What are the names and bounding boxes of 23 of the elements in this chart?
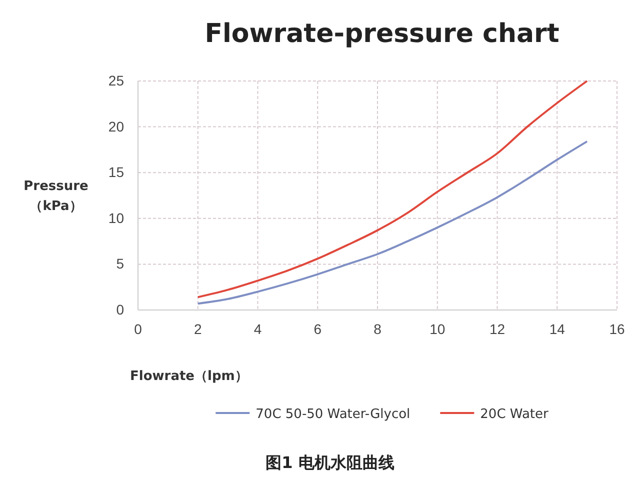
line-series (196, 140, 588, 305)
legend-label: 70C 50-50 Water-Glycol (256, 407, 410, 422)
y-tick-label: 25 (108, 72, 124, 88)
x-tick-label: 14 (549, 320, 566, 337)
line-series (196, 80, 588, 298)
legend-label: 20C Water (480, 407, 549, 422)
x-tick-label: 16 (609, 320, 625, 337)
y-tick-label: 10 (108, 210, 124, 226)
y-tick-label: 0 (116, 301, 124, 318)
x-tick-label: 2 (194, 320, 202, 337)
caption: 图1 电机水阻曲线 (266, 453, 394, 472)
x-tick-label: 6 (314, 320, 322, 337)
x-tick-label: 0 (134, 320, 142, 337)
x-tick-label: 4 (254, 320, 262, 337)
y-tick-label: 20 (108, 118, 124, 134)
x-tick-label: 8 (374, 320, 382, 337)
y-axis-title: Pressure （kPa） (24, 179, 89, 214)
chart-title: Flowrate-pressure chart (204, 19, 560, 49)
x-tick-label: 12 (489, 320, 506, 337)
x-tick-label: 10 (430, 320, 446, 337)
y-tick-label: 15 (108, 164, 124, 180)
x-axis-title: Flowrate（lpm） (130, 369, 248, 384)
y-tick-label: 5 (116, 256, 124, 272)
